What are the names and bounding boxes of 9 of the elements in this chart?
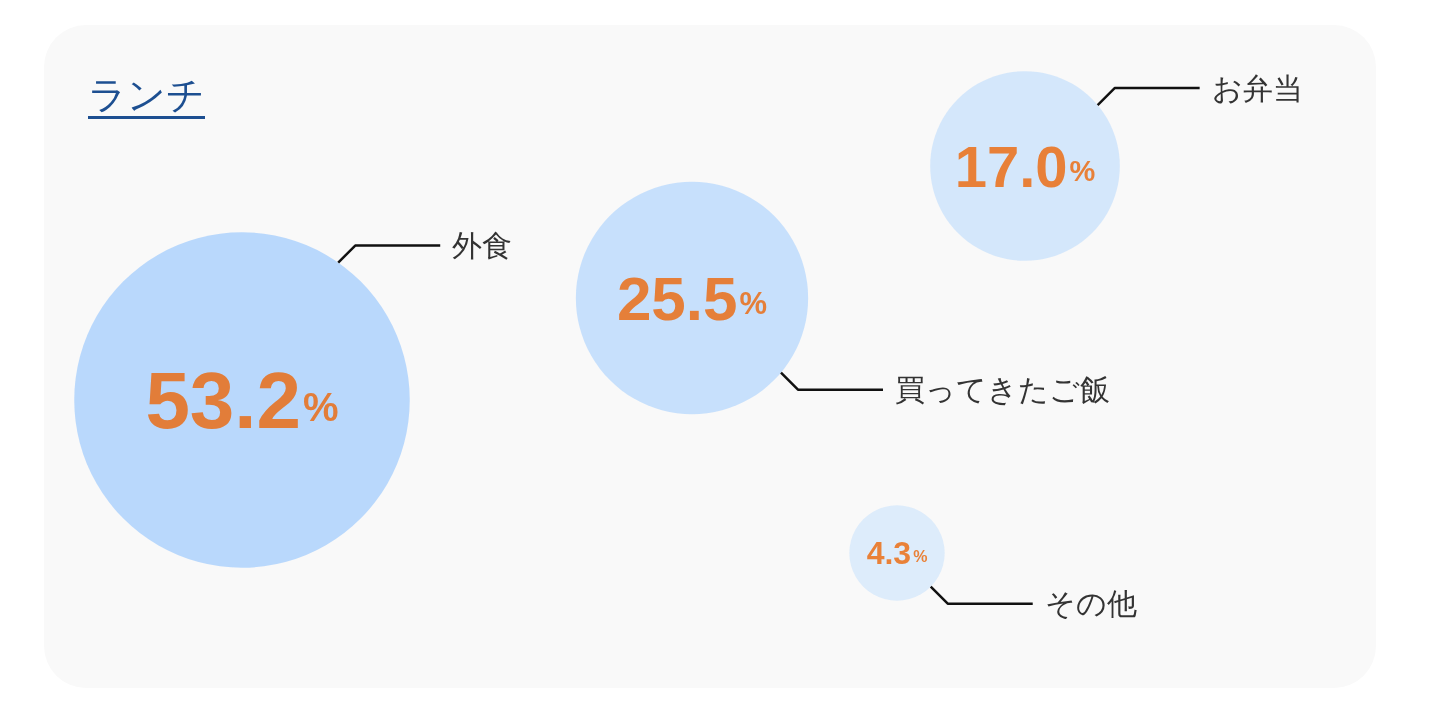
category-label: その他 bbox=[1044, 586, 1137, 622]
category-label: 買ってきたご飯 bbox=[894, 372, 1110, 408]
data-label: 25.5% bbox=[616, 263, 768, 333]
data-label: 53.2% bbox=[145, 355, 339, 445]
text: ランチ bbox=[88, 72, 205, 119]
data-label: 17.0% bbox=[954, 133, 1096, 199]
data-label: 4.3% bbox=[866, 535, 928, 571]
category-label: お弁当 bbox=[1211, 70, 1303, 106]
category-label: 外食 bbox=[452, 228, 513, 264]
